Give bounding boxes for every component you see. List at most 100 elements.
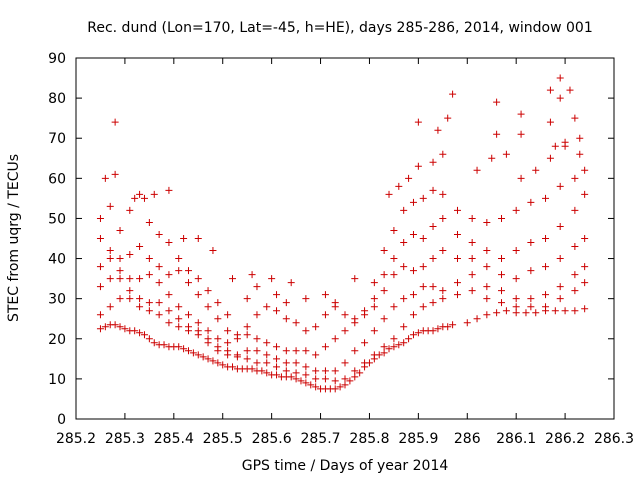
data-point <box>282 359 290 367</box>
data-point <box>292 347 300 355</box>
data-point <box>556 74 564 82</box>
data-point <box>409 230 417 238</box>
data-point <box>488 154 496 162</box>
data-point <box>546 86 554 94</box>
data-point <box>175 343 183 351</box>
data-point <box>194 327 202 335</box>
data-point <box>96 283 104 291</box>
data-point <box>414 329 422 337</box>
data-point <box>556 283 564 291</box>
data-point <box>116 275 124 283</box>
data-point <box>571 206 579 214</box>
data-point <box>268 275 276 283</box>
data-point <box>449 90 457 98</box>
data-point <box>331 335 339 343</box>
data-point <box>258 367 266 375</box>
data-point <box>282 347 290 355</box>
data-point <box>512 206 520 214</box>
data-point <box>468 271 476 279</box>
data-point <box>532 309 540 317</box>
data-point <box>414 118 422 126</box>
data-point <box>331 385 339 393</box>
series-track-c <box>96 235 589 359</box>
data-point <box>184 323 192 331</box>
data-point <box>175 255 183 263</box>
data-point <box>453 291 461 299</box>
data-point <box>351 347 359 355</box>
data-point <box>380 271 388 279</box>
y-tick-label: 0 <box>57 412 66 428</box>
data-point <box>429 299 437 307</box>
data-point <box>194 291 202 299</box>
data-point <box>517 110 525 118</box>
data-point <box>136 190 144 198</box>
data-point <box>194 275 202 283</box>
data-point <box>473 166 481 174</box>
data-point <box>351 367 359 375</box>
data-point <box>576 134 584 142</box>
data-point <box>111 321 119 329</box>
data-point <box>312 383 320 391</box>
x-tick-label: 285.6 <box>252 431 292 447</box>
data-point <box>155 299 163 307</box>
data-point <box>498 255 506 263</box>
data-point <box>581 279 589 287</box>
data-point <box>155 311 163 319</box>
data-point <box>126 287 134 295</box>
data-point <box>209 357 217 365</box>
data-point <box>214 299 222 307</box>
data-point <box>106 202 114 210</box>
data-point <box>321 291 329 299</box>
data-point <box>380 247 388 255</box>
data-point <box>160 341 168 349</box>
data-point <box>498 214 506 222</box>
y-tick-label: 40 <box>48 252 66 268</box>
data-point <box>101 323 109 331</box>
data-point <box>409 291 417 299</box>
data-point <box>346 377 354 385</box>
data-point <box>136 329 144 337</box>
data-point <box>165 186 173 194</box>
data-point <box>390 226 398 234</box>
data-point <box>556 295 564 303</box>
data-point <box>273 307 281 315</box>
data-point <box>405 335 413 343</box>
data-point <box>116 267 124 275</box>
data-point <box>542 263 550 271</box>
data-point <box>307 381 315 389</box>
data-point <box>439 190 447 198</box>
data-point <box>126 295 134 303</box>
data-point <box>273 363 281 371</box>
data-point <box>292 319 300 327</box>
data-point <box>106 275 114 283</box>
data-point <box>498 287 506 295</box>
data-point <box>546 118 554 126</box>
data-point <box>121 325 129 333</box>
data-point <box>96 214 104 222</box>
x-tick-label: 286.3 <box>594 431 634 447</box>
data-point <box>444 323 452 331</box>
data-point <box>370 295 378 303</box>
data-point <box>136 275 144 283</box>
data-point <box>468 287 476 295</box>
data-point <box>566 86 574 94</box>
data-point <box>126 275 134 283</box>
x-tick-label: 286.2 <box>545 431 585 447</box>
data-point <box>209 247 217 255</box>
data-point <box>331 299 339 307</box>
data-point <box>351 373 359 381</box>
data-point <box>468 239 476 247</box>
x-tick-label: 285.5 <box>203 431 243 447</box>
data-point <box>390 255 398 263</box>
data-point <box>434 126 442 134</box>
data-point <box>502 307 510 315</box>
data-point <box>243 295 251 303</box>
data-point <box>321 343 329 351</box>
data-point <box>204 287 212 295</box>
y-tick-label: 30 <box>48 292 66 308</box>
data-point <box>405 174 413 182</box>
data-point <box>214 343 222 351</box>
data-point <box>581 190 589 198</box>
data-point <box>576 150 584 158</box>
data-point <box>302 295 310 303</box>
